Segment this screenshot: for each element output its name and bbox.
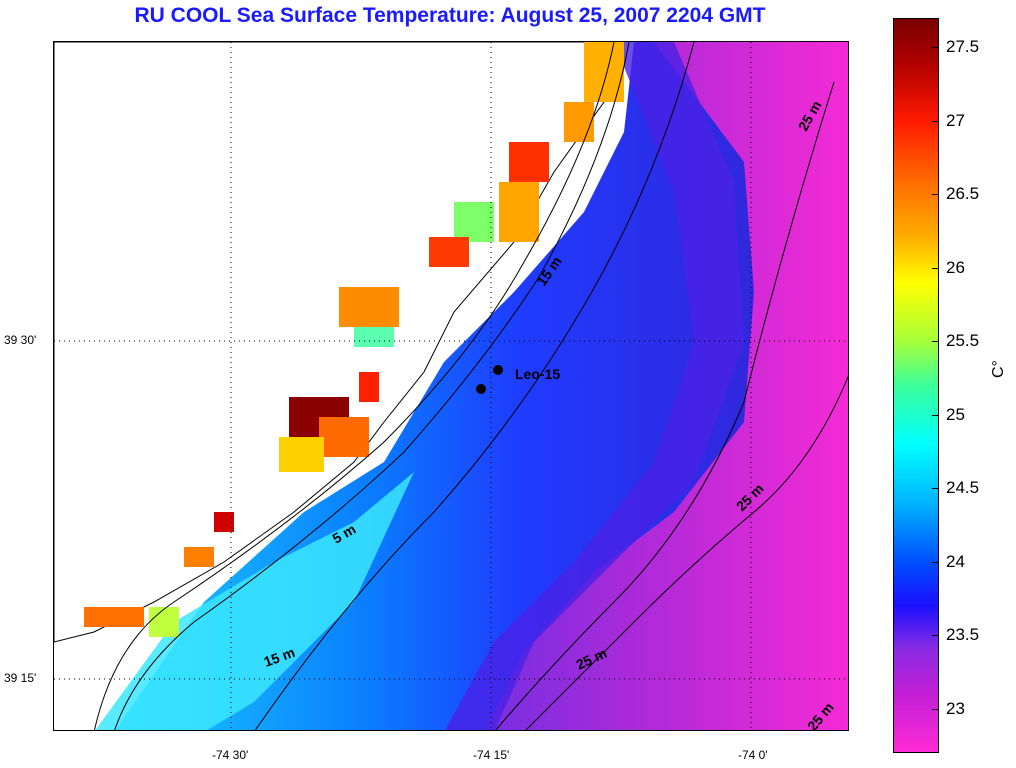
station-marker-2 <box>476 384 486 394</box>
colorbar-tick-label: 26.5 <box>946 184 980 204</box>
colorbar-tick <box>932 708 939 710</box>
colorbar-tick <box>932 267 939 269</box>
colorbar-tick <box>932 194 939 196</box>
colorbar-tick <box>932 414 939 416</box>
lon-label-2: -74 15' <box>473 748 510 762</box>
colorbar-tick <box>932 635 939 637</box>
station-label: Leo-15 <box>515 366 560 382</box>
colorbar-tick <box>932 341 939 343</box>
offshore-warm-region <box>485 42 848 730</box>
colorbar-tick-label: 26 <box>946 257 965 277</box>
colorbar-tick-label: 27.5 <box>946 37 980 57</box>
sst-map[interactable]: Leo-15 25 m 15 m 5 m 25 m 15 m 25 m 25 m <box>53 41 849 731</box>
colorbar-tick-label: 23 <box>946 698 965 718</box>
estuary-warm-patches <box>84 42 624 637</box>
colorbar-tick <box>932 120 939 122</box>
colorbar-tick-label: 24 <box>946 551 965 571</box>
colorbar-tick-label: 27 <box>946 110 965 130</box>
station-marker-1 <box>493 365 503 375</box>
lat-label-2: 39 15' <box>4 671 37 685</box>
graticule <box>54 42 848 730</box>
colorbar-tick <box>932 488 939 490</box>
map-title: RU COOL Sea Surface Temperature: August … <box>134 4 766 27</box>
colorbar-tick-label: 24.5 <box>946 478 980 498</box>
colorbar-tick-label: 23.5 <box>946 625 980 645</box>
lon-label-3: -74 0' <box>738 748 768 762</box>
colorbar-tick-label: 25 <box>946 404 965 424</box>
lat-label-1: 39 30' <box>4 333 37 347</box>
colorbar <box>893 18 939 753</box>
depth-contours <box>93 42 848 730</box>
colorbar-unit: C° <box>990 360 1007 378</box>
colorbar-tick <box>932 47 939 49</box>
nearshore-band <box>95 472 414 730</box>
sst-map-canvas: Leo-15 25 m 15 m 5 m 25 m 15 m 25 m 25 m <box>54 42 848 730</box>
lon-label-1: -74 30' <box>212 748 249 762</box>
colorbar-tick-label: 25.5 <box>946 331 980 351</box>
colorbar-tick <box>932 561 939 563</box>
offshore-purple-band <box>445 42 744 730</box>
